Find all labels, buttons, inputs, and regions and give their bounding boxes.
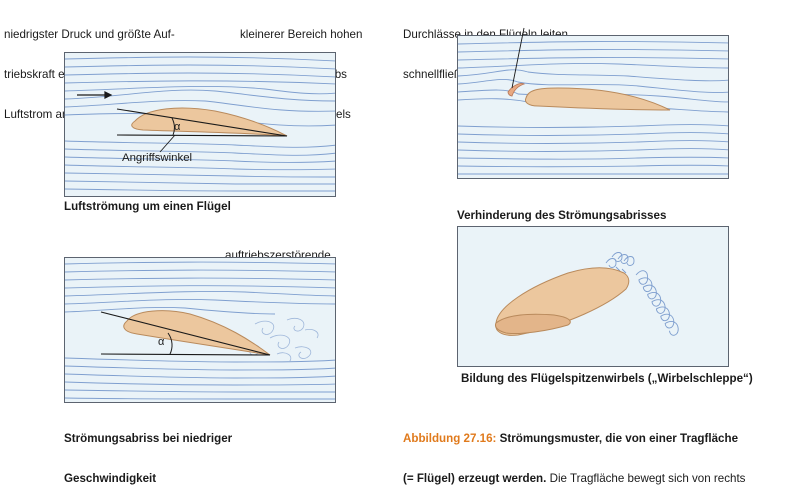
figure-caption: Abbildung 27.16: Strömungsmuster, die vo… bbox=[403, 405, 745, 499]
panel4-wingtip-vortex bbox=[457, 226, 729, 367]
panel1-streamlines bbox=[65, 56, 335, 192]
figure-caption-line-1: Abbildung 27.16: Strömungsmuster, die vo… bbox=[403, 432, 745, 445]
wing-airfoil bbox=[525, 87, 671, 111]
figure-number: Abbildung 27.16: bbox=[403, 431, 497, 445]
panel1-airflow: α Angriffswinkel bbox=[64, 52, 336, 197]
figure-caption-line-2: (= Flügel) erzeugt werden. Die Tragfläch… bbox=[403, 472, 745, 485]
panel4-caption: Bildung des Flügelspitzenwirbels („Wirbe… bbox=[461, 372, 753, 385]
angle-alpha-symbol: α bbox=[158, 336, 165, 348]
caption-line: Geschwindigkeit bbox=[64, 472, 157, 486]
airflow-arrow-icon bbox=[77, 91, 113, 99]
label-line: niedrigster Druck und größte Auf- bbox=[4, 27, 175, 41]
horizontal-reference-line bbox=[116, 134, 288, 137]
panel3-streamlines bbox=[458, 41, 728, 175]
wing-airfoil bbox=[123, 310, 271, 356]
figure-caption-bold: Strömungsmuster, die von einer Tragfläch… bbox=[499, 431, 739, 445]
panel2-streamlines bbox=[65, 261, 335, 400]
chord-line bbox=[100, 311, 271, 356]
caption-line: Verhinderung des Strömungsabrisses bbox=[457, 208, 667, 222]
caption-line: Strömungsabriss bei niedriger bbox=[64, 431, 233, 445]
angle-alpha-symbol: α bbox=[174, 121, 181, 133]
angle-arc bbox=[171, 117, 175, 136]
panel2-stall: α bbox=[64, 257, 336, 403]
label-line: kleinerer Bereich hohen bbox=[240, 27, 363, 41]
panel1-caption: Luftströmung um einen Flügel bbox=[64, 200, 231, 213]
chord-line bbox=[116, 108, 288, 137]
angle-of-attack-label: Angriffswinkel bbox=[122, 152, 193, 164]
angle-leader-line bbox=[159, 134, 176, 153]
horizontal-reference-line bbox=[100, 353, 271, 356]
angle-arc bbox=[167, 332, 173, 355]
panel3-slotted-wing bbox=[457, 35, 729, 179]
figure-caption-bold-2: (= Flügel) erzeugt werden. bbox=[403, 472, 547, 486]
wing-root-section bbox=[495, 313, 571, 334]
figure-caption-normal: Die Tragfläche bewegt sich von rechts bbox=[549, 472, 746, 486]
panel4-drawing bbox=[495, 252, 679, 336]
panel2-caption: Strömungsabriss bei niedriger Geschwindi… bbox=[64, 405, 232, 499]
